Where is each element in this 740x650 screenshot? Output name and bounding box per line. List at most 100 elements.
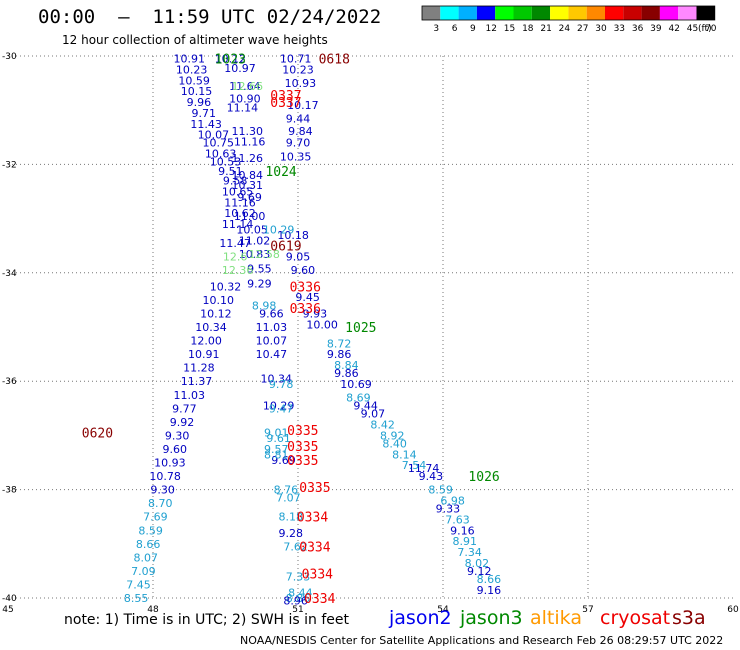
wave-height-label: 10.47 — [256, 348, 288, 361]
colorbar-label: 33 — [614, 24, 625, 34]
wave-height-label: 9.70 — [286, 137, 311, 150]
time-label: 0619 — [270, 240, 301, 255]
y-tick-label: -38 — [2, 486, 17, 496]
wave-height-label: 12.6 — [223, 251, 248, 264]
x-tick-label: 54 — [437, 605, 449, 615]
wave-height-label: 10.29 — [263, 223, 295, 236]
wave-height-label: 11.28 — [183, 362, 215, 375]
time-label: 0335 — [287, 440, 318, 455]
wave-height-label: 8.72 — [327, 337, 352, 350]
x-tick-label: 45 — [2, 605, 13, 615]
wave-height-label: 11.30 — [232, 125, 264, 138]
wave-height-label: 10.78 — [149, 470, 181, 483]
colorbar-label: 3 — [433, 24, 439, 34]
wave-height-label: 8.40 — [382, 438, 407, 451]
colorbar-label: 9 — [470, 24, 476, 34]
wave-height-label: 9.69 — [237, 191, 262, 204]
wave-height-label: 7.69 — [143, 511, 168, 524]
wave-height-label: 10.93 — [285, 77, 317, 90]
wave-height-label: 10.31 — [232, 179, 264, 192]
wave-height-label: 10.91 — [188, 348, 220, 361]
time-label: 1025 — [345, 321, 376, 336]
data-marks: 10.9110.2310.5910.159.969.7111.4310.0710… — [124, 53, 501, 608]
wave-height-label: 8.59 — [428, 484, 453, 497]
wave-height-label: 9.66 — [259, 307, 284, 320]
wave-height-label: 9.78 — [269, 378, 294, 391]
wave-height-label: 11.43 — [190, 118, 222, 131]
wave-height-label: 7.34 — [457, 546, 482, 559]
colorbar-swatch — [550, 6, 569, 20]
wave-height-label: 11.74 — [408, 462, 440, 475]
wave-height-label: 10.53 — [210, 156, 242, 169]
wave-height-label: 10.91 — [174, 53, 206, 66]
wave-height-label: 10.12 — [215, 53, 247, 66]
wave-height-label: 9.60 — [163, 443, 188, 456]
wave-height-label: 10.15 — [181, 85, 213, 98]
time-label: 0618 — [319, 53, 350, 68]
wave-height-label: 7.54 — [402, 459, 427, 472]
chart-axes: 45 48 51 54 57 60 -30 -32 -34 -36 -38 -40 — [2, 52, 739, 615]
wave-height-label: 9.43 — [419, 470, 444, 483]
wave-height-label: 8.98 — [252, 299, 277, 312]
wave-height-label: 10.10 — [203, 294, 235, 307]
wave-height-label: 9.47 — [269, 402, 294, 415]
y-tick-label: -32 — [2, 160, 17, 170]
wave-height-label: 9.45 — [295, 291, 320, 304]
colorbar-label: 30 — [595, 24, 607, 34]
legend-s3a: s3a — [672, 607, 706, 629]
colorbar-label: 15 — [504, 24, 515, 34]
colorbar-label: 12 — [485, 24, 496, 34]
wave-height-label: 8.84 — [334, 359, 359, 372]
wave-height-label: 10.12 — [200, 307, 232, 320]
colorbar-label: 21 — [540, 24, 551, 34]
wave-height-label: 9.84 — [288, 125, 313, 138]
time-label: 0335 — [287, 424, 318, 439]
legend-jason2: jason2 — [389, 607, 452, 629]
wave-height-label: 8.55 — [124, 592, 149, 605]
time-label: 0337 — [270, 89, 301, 104]
wave-height-label: 11.47 — [219, 237, 251, 250]
wave-height-label: 7.07 — [276, 492, 301, 505]
wave-height-label: 10.75 — [203, 137, 235, 150]
wave-height-label: 11.14 — [222, 218, 254, 231]
colorbar-swatch — [659, 6, 679, 20]
legend-altika: altika — [530, 607, 582, 629]
wave-height-label: 10.32 — [210, 280, 242, 293]
x-tick-label: 51 — [292, 605, 303, 615]
wave-height-label: 9.44 — [286, 112, 311, 125]
wave-height-label: 10.00 — [306, 318, 338, 331]
x-tick-label: 48 — [147, 605, 159, 615]
wave-height-label: 9.77 — [172, 402, 197, 415]
x-tick-label: 57 — [582, 605, 593, 615]
chart-title: 00:00 – 11:59 UTC 02/24/2022 — [38, 6, 382, 28]
wave-height-label: 8.66 — [477, 573, 502, 586]
wave-height-label: 10.07 — [198, 129, 230, 142]
wave-height-label: 10.23 — [176, 64, 208, 77]
colorbar-unit: (ft) — [698, 24, 712, 34]
wave-height-label: 8.91 — [453, 535, 478, 548]
wave-height-label: 7.09 — [131, 565, 156, 578]
wave-height-label: 9.61 — [266, 432, 291, 445]
wave-height-label: 9.05 — [286, 251, 311, 264]
time-label: 0336 — [290, 280, 321, 295]
wave-height-label: 10.90 — [229, 92, 261, 105]
wave-height-label: 9.30 — [150, 484, 175, 497]
wave-height-label: 9.69 — [271, 454, 296, 467]
colorbar-swatch — [696, 6, 715, 20]
wave-height-label: 7.45 — [126, 578, 151, 591]
y-tick-label: -34 — [2, 269, 17, 279]
time-label: 0335 — [299, 481, 330, 496]
wave-height-label: 8.69 — [346, 391, 371, 404]
wave-height-label: 7.62 — [283, 541, 308, 554]
wave-height-label: 10.65 — [222, 186, 254, 199]
wave-height-label: 10.07 — [256, 335, 288, 348]
wave-height-label: 9.60 — [291, 264, 316, 277]
wave-height-label: 8.86 — [286, 592, 311, 605]
wave-height-label: 10.71 — [280, 53, 312, 66]
wave-height-label: 8.66 — [136, 538, 161, 551]
colorbar-label: 45 — [687, 24, 698, 34]
colorbar-swatch — [476, 6, 496, 20]
wave-height-label: 10.34 — [195, 321, 227, 334]
wave-height-label: 6.98 — [440, 494, 465, 507]
